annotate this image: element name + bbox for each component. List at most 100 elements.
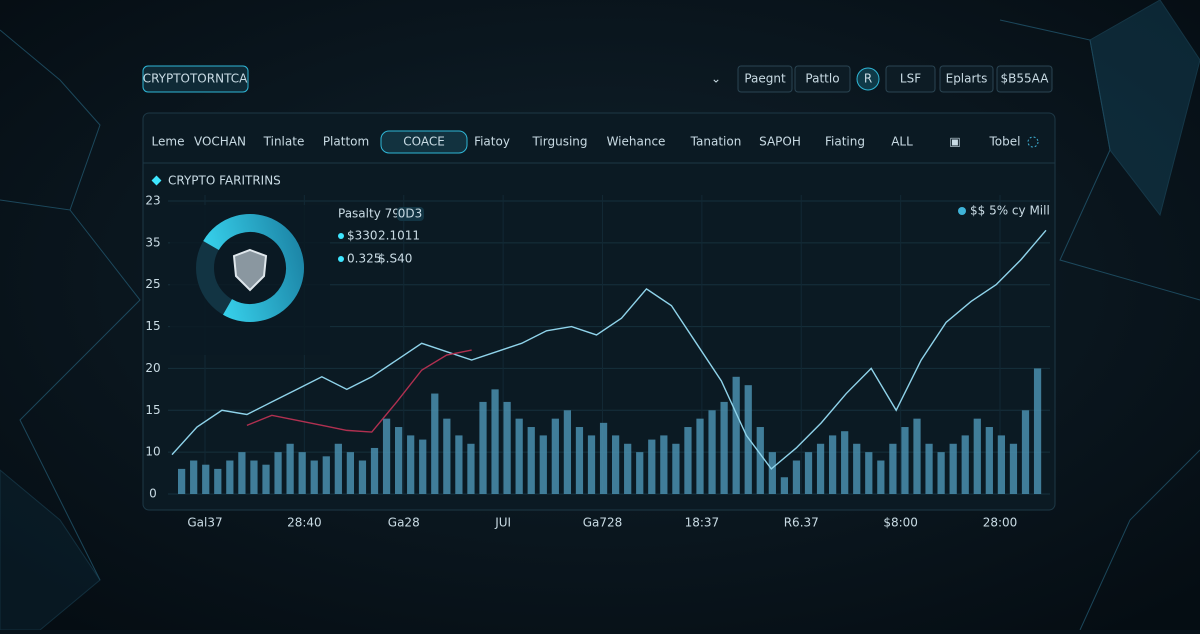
x-tick-label: $8:00 bbox=[883, 516, 918, 530]
nav: Leme VOCHAN Tinlate Plattom COACE Fiatoy Tirgu… bbox=[152, 130, 913, 154]
bar bbox=[310, 460, 318, 494]
bar bbox=[720, 401, 728, 494]
info-title: Pasalty 797 bbox=[338, 207, 408, 221]
bar bbox=[612, 435, 620, 494]
shield-icon bbox=[232, 248, 268, 292]
bar bbox=[985, 427, 993, 494]
header-button[interactable]: Pattlo bbox=[805, 72, 839, 86]
nav-tab[interactable]: Wiehance bbox=[607, 135, 666, 149]
bar bbox=[672, 443, 680, 494]
bar bbox=[865, 452, 873, 494]
bar bbox=[973, 418, 981, 494]
header-button-box bbox=[939, 65, 994, 93]
bar bbox=[178, 468, 186, 494]
bar bbox=[804, 452, 813, 494]
bar bbox=[551, 418, 559, 494]
bar bbox=[395, 427, 403, 494]
header-button-box bbox=[737, 65, 793, 93]
nav-tab[interactable]: Tirgusing bbox=[531, 135, 587, 149]
nav-tab[interactable]: Leme bbox=[152, 135, 185, 149]
y-tick-label: 10 bbox=[145, 445, 160, 459]
y-tick-label: 25 bbox=[145, 277, 160, 291]
bar bbox=[431, 393, 439, 494]
bar bbox=[768, 452, 776, 494]
bar bbox=[250, 460, 258, 494]
bar bbox=[286, 443, 294, 494]
bar bbox=[877, 460, 885, 494]
bar bbox=[214, 468, 222, 494]
bar bbox=[1033, 368, 1042, 494]
header-button-box bbox=[856, 67, 880, 91]
nav-tab[interactable]: Fiatoy bbox=[474, 135, 510, 149]
total[interactable]: Tobel bbox=[989, 135, 1021, 149]
corner-label: $$ 5% cy Mill bbox=[970, 204, 1050, 218]
bar bbox=[660, 435, 668, 494]
info-value: 2.1011 bbox=[378, 229, 420, 243]
header-button[interactable]: Paegnt bbox=[744, 72, 786, 86]
info-value: $.S40 bbox=[378, 252, 412, 266]
bar bbox=[780, 477, 789, 494]
nav-tab[interactable]: VOCHAN bbox=[194, 135, 246, 149]
bar bbox=[744, 385, 752, 494]
bar bbox=[829, 435, 837, 494]
nav-tab[interactable]: SAPOH bbox=[759, 135, 801, 149]
nav-tab[interactable]: Tinlate bbox=[263, 135, 305, 149]
info-badge: 0D3 bbox=[398, 207, 423, 221]
header-button-box bbox=[885, 65, 936, 93]
bar bbox=[949, 443, 957, 494]
bar bbox=[346, 452, 355, 494]
bar bbox=[370, 447, 379, 494]
icon-button[interactable]: ▣ bbox=[949, 135, 960, 149]
x-tick-label: 18:37 bbox=[685, 516, 720, 530]
bar bbox=[636, 452, 644, 494]
bar bbox=[467, 443, 475, 494]
nav-tab[interactable]: Fiating bbox=[825, 135, 865, 149]
bar bbox=[515, 418, 523, 494]
y-tick-label: 15 bbox=[145, 319, 160, 333]
panel-title: CRYPTO FARITRINS bbox=[168, 174, 281, 188]
bar bbox=[961, 435, 969, 494]
bar bbox=[648, 439, 656, 494]
info-value: 0.325 bbox=[347, 252, 381, 266]
x-tick-label: 28:00 bbox=[983, 516, 1018, 530]
header-button[interactable]: LSF bbox=[900, 72, 921, 86]
brand-box[interactable] bbox=[142, 65, 249, 93]
bar bbox=[756, 427, 764, 494]
bar bbox=[274, 452, 282, 494]
header-button[interactable]: R bbox=[864, 72, 872, 86]
info-dot bbox=[338, 256, 344, 262]
line bbox=[246, 349, 472, 433]
y-tick-label: 20 bbox=[145, 361, 160, 375]
header-button[interactable]: $B55AA bbox=[1001, 72, 1050, 86]
nav-tab[interactable]: ALL bbox=[891, 135, 913, 149]
header-button[interactable]: Eplarts bbox=[946, 72, 988, 86]
bar bbox=[696, 418, 704, 494]
bar bbox=[563, 410, 572, 494]
bar bbox=[539, 435, 547, 494]
x-tick-label: Ga728 bbox=[583, 516, 623, 530]
chevron[interactable]: ⌄ bbox=[711, 72, 721, 86]
title-icon bbox=[151, 175, 162, 186]
bar bbox=[382, 418, 391, 494]
bar bbox=[190, 460, 198, 494]
info-value: $330 bbox=[347, 229, 378, 243]
bar bbox=[527, 427, 535, 494]
x-tick-label: R6.37 bbox=[784, 516, 819, 530]
nav-tab[interactable]: Plattom bbox=[323, 135, 369, 149]
bar bbox=[732, 376, 740, 494]
info-dot bbox=[338, 233, 344, 239]
bar bbox=[901, 427, 909, 494]
bar bbox=[599, 422, 608, 494]
bar bbox=[816, 443, 825, 494]
bar bbox=[479, 401, 487, 494]
bar bbox=[322, 456, 330, 494]
nav-tab[interactable]: COACE bbox=[403, 135, 445, 149]
nav-tab[interactable]: Tanation bbox=[690, 135, 742, 149]
bar bbox=[503, 401, 511, 494]
bar bbox=[298, 452, 306, 494]
y-tick-label: 23 bbox=[145, 194, 160, 208]
bar bbox=[226, 460, 234, 494]
